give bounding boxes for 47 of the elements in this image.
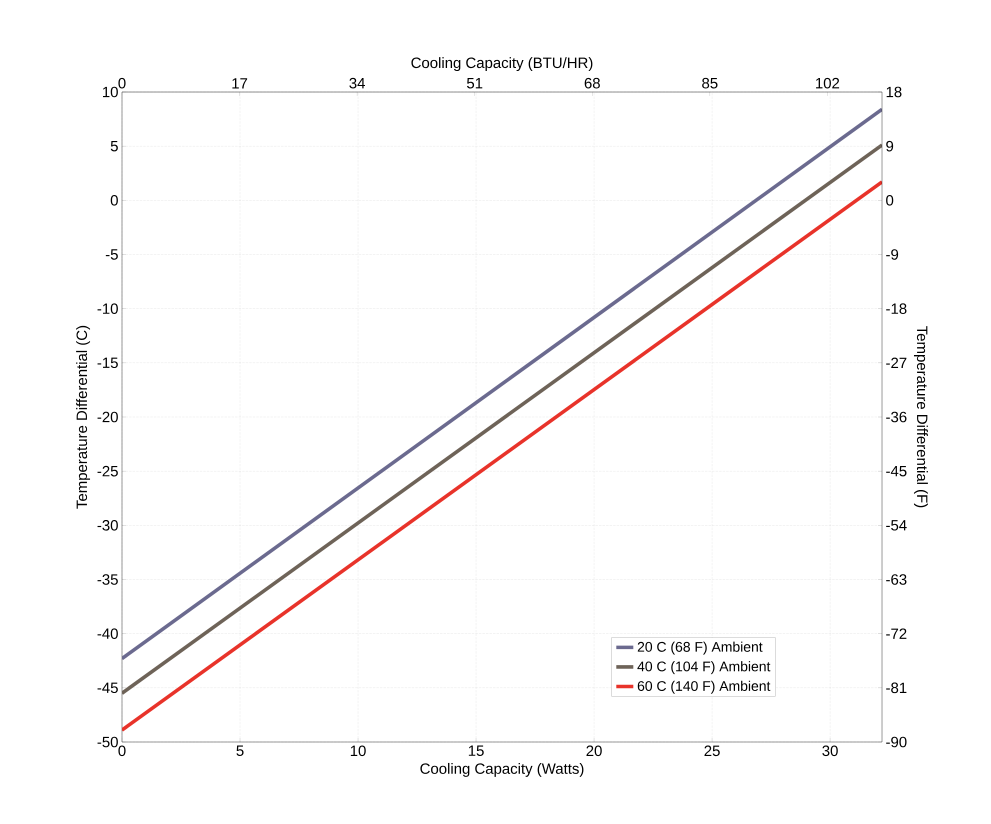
- y2-tick-label: -63: [886, 574, 906, 585]
- legend-label: 60 C (140 F) Ambient: [638, 680, 770, 694]
- x2-tick-label: 17: [232, 78, 248, 88]
- y2-tick-label: 18: [886, 86, 902, 98]
- x2-tick-label: 0: [118, 78, 126, 88]
- y2-axis-title: Temperature Differential (F): [914, 326, 928, 508]
- y-tick-label: -20: [98, 412, 118, 422]
- x-tick-label: 0: [118, 746, 126, 756]
- y-tick-label: -30: [98, 520, 118, 531]
- y-tick-label: -10: [98, 303, 118, 314]
- y2-tick-label: -9: [886, 249, 898, 260]
- x-tick-label: 5: [236, 746, 244, 756]
- y2-tick-label: -45: [886, 466, 907, 476]
- y-tick-label: 5: [110, 140, 118, 152]
- y2-tick-label: -27: [886, 358, 906, 368]
- y2-tick-label: -72: [886, 628, 906, 639]
- x2-axis-title: Cooling Capacity (BTU/HR): [411, 57, 592, 72]
- y-tick-label: -35: [98, 574, 118, 585]
- x2-tick-label: 68: [584, 78, 600, 88]
- x-axis-title: Cooling Capacity (Watts): [420, 762, 584, 777]
- y-tick-label: -50: [98, 736, 118, 748]
- y-tick-label: -5: [106, 249, 118, 260]
- y2-tick-label: -81: [886, 682, 906, 694]
- y-tick-label: -15: [98, 358, 118, 368]
- x2-tick-label: 34: [349, 78, 365, 88]
- x-tick-label: 20: [586, 746, 602, 756]
- x-tick-label: 10: [350, 746, 366, 756]
- y2-tick-label: 0: [886, 195, 894, 206]
- x2-tick-label: 102: [816, 78, 840, 88]
- x2-tick-label: 51: [466, 78, 482, 88]
- y-tick-label: 0: [110, 195, 118, 206]
- x-tick-label: 15: [468, 746, 484, 756]
- legend-label: 20 C (68 F) Ambient: [638, 642, 763, 655]
- y2-tick-label: -54: [886, 520, 907, 531]
- y2-tick-label: -36: [886, 412, 906, 422]
- x-tick-label: 30: [822, 746, 838, 756]
- y-tick-label: -45: [98, 682, 118, 694]
- y-tick-label: 10: [103, 86, 118, 98]
- y2-tick-label: -18: [886, 303, 906, 314]
- legend-label: 40 C (104 F) Ambient: [637, 661, 770, 674]
- x-tick-label: 25: [704, 746, 720, 756]
- y-axis-title: Temperature Differential (C): [76, 326, 90, 509]
- y2-tick-label: 9: [886, 140, 894, 152]
- y-tick-label: -25: [98, 466, 118, 476]
- y-tick-label: -40: [98, 628, 118, 639]
- y2-tick-label: -90: [886, 736, 907, 748]
- x2-tick-label: 85: [702, 78, 718, 88]
